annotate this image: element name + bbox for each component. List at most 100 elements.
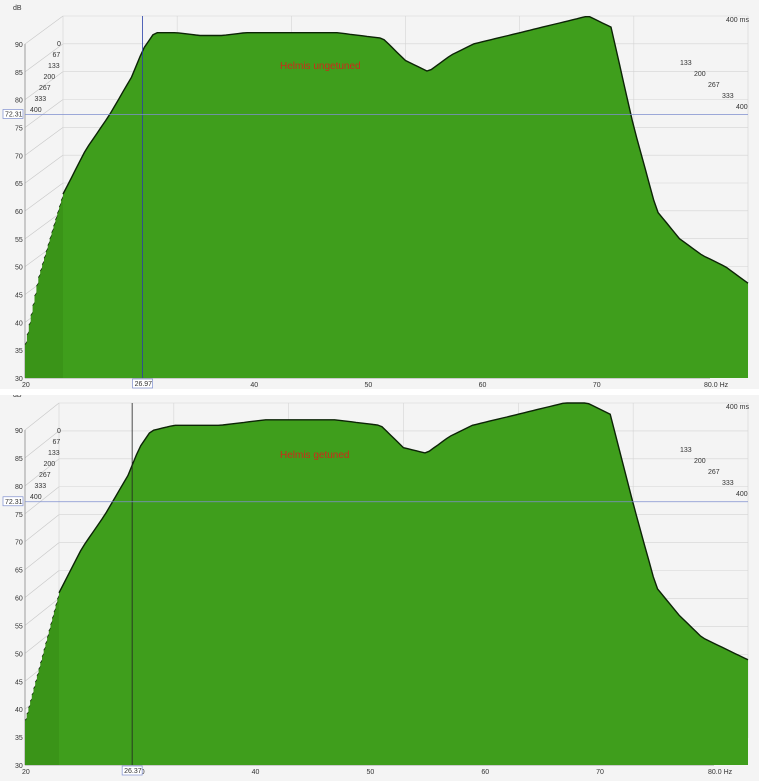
cursor-x-readout: 26.37 xyxy=(124,768,142,775)
y-tick-labels: 30 35 40 45 50 55 60 65 70 75 80 85 90 xyxy=(15,42,23,383)
waterfall-plot-bottom: 30 35 40 45 50 55 60 65 70 75 80 85 90 dB 2030 40 50 60 70… xyxy=(2,395,749,776)
cursor-x-box xyxy=(121,765,143,776)
y-tick-label: 75 xyxy=(15,512,23,519)
x-tick-label: 20 xyxy=(22,382,30,389)
time-axis-label: 400 ms xyxy=(726,17,749,24)
y-tick-label: 35 xyxy=(15,735,23,742)
slice-fill xyxy=(63,16,748,378)
time-slice-label: 400 xyxy=(30,494,42,501)
grid-diagonal xyxy=(24,154,64,184)
time-slice-label: 400 xyxy=(30,107,42,114)
y-tick-label: 40 xyxy=(15,320,23,327)
time-slice-label: 333 xyxy=(722,93,734,100)
x-tick-label: 50 xyxy=(365,382,373,389)
cursor-x-readout: 26.97 xyxy=(135,381,153,388)
y-unit-label: dB xyxy=(13,5,22,12)
y-tick-label: 35 xyxy=(15,348,23,355)
slice-fill xyxy=(59,403,748,765)
x-tick-label: 80.0 Hz xyxy=(708,769,733,776)
cursor-y-readout: 72.31 xyxy=(5,111,23,118)
x-tick-label: 80.0 Hz xyxy=(704,382,729,389)
x-tick-label: 70 xyxy=(596,769,604,776)
grid-diagonal xyxy=(24,210,64,240)
cursor-y-readout: 72.31 xyxy=(5,499,23,506)
grid-diagonal xyxy=(24,570,60,598)
grid-diagonal xyxy=(24,514,60,542)
grid-diagonal xyxy=(24,127,64,156)
time-slice-labels-left: 0 67 133 200 267 333 400 xyxy=(30,428,61,501)
y-tick-label: 90 xyxy=(15,428,23,435)
time-slice-label: 0 xyxy=(57,428,61,435)
x-tick-label: 40 xyxy=(250,382,258,389)
time-slice-labels-left: 0 67 133 200 267 333 400 xyxy=(30,41,61,114)
y-tick-label: 85 xyxy=(15,70,23,77)
waterfall-layers xyxy=(24,402,749,765)
y-tick-label: 70 xyxy=(15,153,23,160)
y-tick-label: 30 xyxy=(15,763,23,770)
time-slice-label: 400 xyxy=(736,491,748,498)
x-tick-label: 20 xyxy=(22,769,30,776)
y-tick-label: 50 xyxy=(15,265,23,272)
time-slice-label: 133 xyxy=(48,63,60,70)
waterfall-layers xyxy=(24,16,749,379)
y-tick-label: 85 xyxy=(15,456,23,463)
time-slice-label: 200 xyxy=(694,458,706,465)
time-slice-label: 133 xyxy=(680,60,692,67)
time-axis-label: 400 ms xyxy=(726,404,749,411)
y-tick-label: 65 xyxy=(15,181,23,188)
chart-annotation: Helmis ungetuned xyxy=(280,61,361,72)
y-tick-label: 70 xyxy=(15,540,23,547)
x-tick-label: 60 xyxy=(479,382,487,389)
time-slice-label: 333 xyxy=(35,483,47,490)
time-slice-label: 333 xyxy=(722,480,734,487)
waterfall-chart-bottom: 30 35 40 45 50 55 60 65 70 75 80 85 90 dB 2030 40 50 60 70… xyxy=(0,395,759,781)
grid-diagonal xyxy=(24,542,60,570)
grid-diagonal xyxy=(24,182,64,212)
y-tick-label: 60 xyxy=(15,209,23,216)
x-tick-label: 60 xyxy=(481,769,489,776)
y-tick-label: 80 xyxy=(15,98,23,105)
time-slice-label: 267 xyxy=(39,472,51,479)
waterfall-plot-top: 30 35 40 45 50 55 60 65 70 75 80 85 90 dB 2030 40 50 60 70… xyxy=(2,5,749,389)
time-slice-label: 400 xyxy=(736,104,748,111)
time-slice-label: 200 xyxy=(44,461,56,468)
grid-diagonal xyxy=(24,402,60,431)
time-slice-label: 0 xyxy=(57,41,61,48)
y-unit-label: dB xyxy=(13,395,22,399)
grid-diagonal xyxy=(24,71,64,100)
y-tick-label: 50 xyxy=(15,651,23,658)
slice-line-0 xyxy=(58,402,749,661)
y-tick-label: 45 xyxy=(15,679,23,686)
y-tick-label: 40 xyxy=(15,707,23,714)
grid-diagonal xyxy=(24,458,60,487)
y-tick-labels: 30 35 40 45 50 55 60 65 70 75 80 85 90 xyxy=(15,428,23,770)
time-slice-label: 333 xyxy=(35,96,47,103)
time-slice-label: 267 xyxy=(39,85,51,92)
y-tick-label: 55 xyxy=(15,623,23,630)
time-slice-label: 200 xyxy=(694,71,706,78)
y-tick-label: 55 xyxy=(15,237,23,244)
x-tick-label: 40 xyxy=(252,769,260,776)
y-tick-label: 90 xyxy=(15,42,23,49)
grid-diagonal xyxy=(24,99,64,128)
y-tick-label: 75 xyxy=(15,126,23,133)
y-tick-label: 60 xyxy=(15,596,23,603)
y-tick-label: 65 xyxy=(15,568,23,575)
time-slice-label: 267 xyxy=(708,82,720,89)
chart-annotation: Helmis getuned xyxy=(280,450,349,461)
grid-diagonal xyxy=(24,598,60,626)
grid-diagonal xyxy=(24,43,64,73)
cursor-y-box xyxy=(2,109,24,119)
grid-diagonal xyxy=(24,15,64,45)
cursor-x-box xyxy=(132,378,153,389)
time-slice-label: 200 xyxy=(44,74,56,81)
time-slice-label: 67 xyxy=(53,439,61,446)
slice-line-0 xyxy=(62,16,749,284)
grid-diagonal xyxy=(24,430,60,459)
panel-separator xyxy=(0,389,759,395)
time-slice-label: 267 xyxy=(708,469,720,476)
grid-diagonal xyxy=(24,486,60,514)
x-tick-label: 50 xyxy=(367,769,375,776)
